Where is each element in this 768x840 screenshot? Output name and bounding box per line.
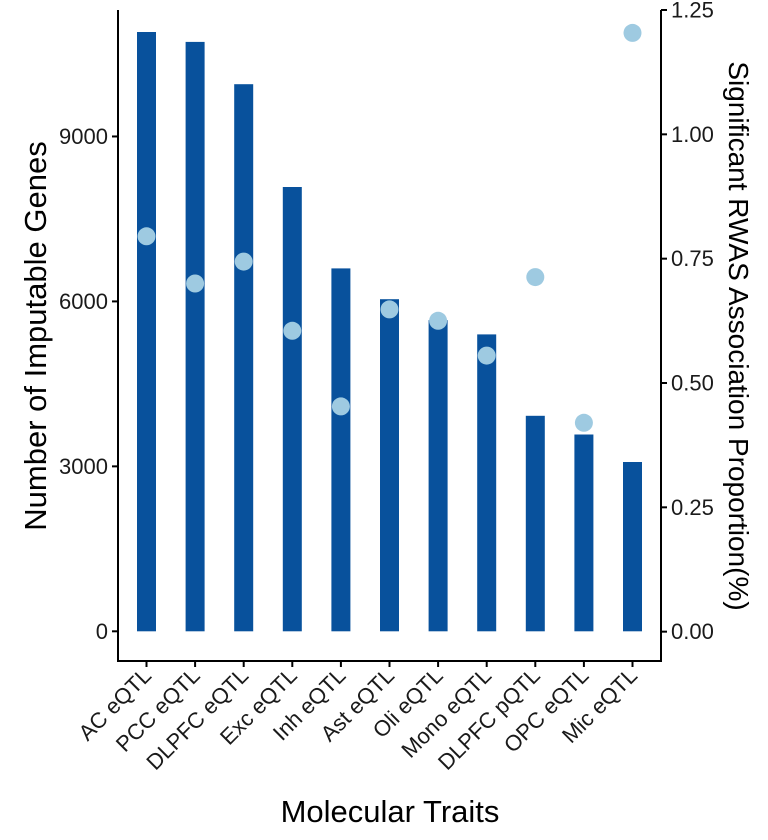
right-y-ticks: 0.00 0.25 0.50 0.75 1.00 1.25 <box>661 0 714 644</box>
right-tick-label: 1.25 <box>671 0 714 23</box>
bar-7 <box>477 334 497 632</box>
right-tick-label: 0.50 <box>671 370 714 395</box>
bar-0 <box>137 32 156 632</box>
bar-4 <box>331 268 351 632</box>
point-6 <box>429 311 448 330</box>
y2-axis-title: Significant RWAS Association Proportion(… <box>723 61 754 610</box>
bar-2 <box>234 84 254 632</box>
point-4 <box>331 397 350 416</box>
point-series <box>137 23 642 432</box>
left-y-ticks: 0 3000 6000 9000 <box>59 124 118 644</box>
left-tick-label: 0 <box>96 619 108 644</box>
left-tick-label: 3000 <box>59 454 108 479</box>
right-tick-label: 0.25 <box>671 495 714 520</box>
point-8 <box>526 268 545 287</box>
left-tick-label: 9000 <box>59 124 108 149</box>
y-axis-title: Number of Imputable Genes <box>18 141 53 530</box>
bar-8 <box>525 415 545 632</box>
point-0 <box>137 227 156 246</box>
point-5 <box>380 300 399 319</box>
point-9 <box>574 413 593 432</box>
right-tick-label: 0.75 <box>671 246 714 271</box>
bar-6 <box>428 320 448 632</box>
bar-1 <box>185 41 205 632</box>
bar-9 <box>574 434 594 632</box>
bar-series <box>137 32 642 632</box>
point-3 <box>283 321 302 340</box>
point-1 <box>186 274 205 293</box>
x-axis-title: Molecular Traits <box>281 794 500 829</box>
right-tick-label: 1.00 <box>671 122 714 147</box>
point-10 <box>623 23 642 42</box>
point-7 <box>477 346 496 365</box>
point-2 <box>234 252 253 271</box>
bar-3 <box>282 187 302 632</box>
bar-10 <box>623 462 642 632</box>
left-tick-label: 6000 <box>59 289 108 314</box>
bar-5 <box>380 299 399 632</box>
right-tick-label: 0.00 <box>671 619 714 644</box>
